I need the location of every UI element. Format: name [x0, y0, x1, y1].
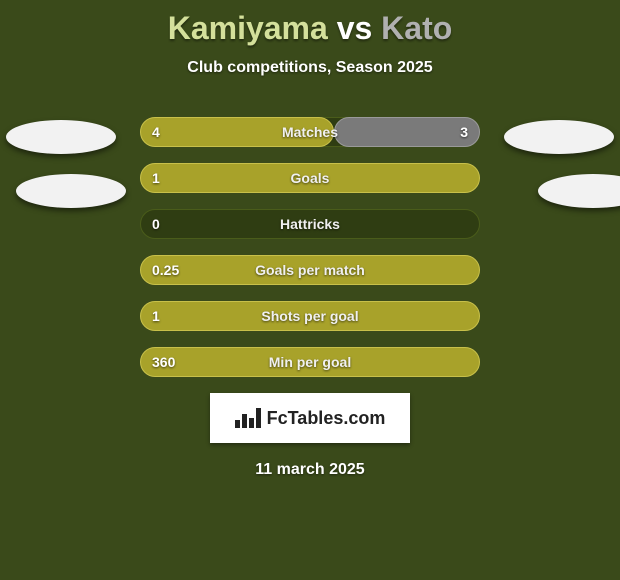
stat-label: Min per goal	[140, 347, 480, 377]
avatar-right-1	[504, 120, 614, 154]
stat-row: 360Min per goal	[140, 347, 480, 377]
stat-label: Matches	[140, 117, 480, 147]
stat-row: 4Matches3	[140, 117, 480, 147]
subtitle: Club competitions, Season 2025	[0, 59, 620, 77]
logo-text: FcTables.com	[267, 408, 386, 429]
stat-label: Hattricks	[140, 209, 480, 239]
title-left: Kamiyama	[168, 10, 328, 46]
stats-container: 4Matches3 1Goals 0Hattricks 0.25Goals per m…	[0, 117, 620, 377]
stat-label: Goals per match	[140, 255, 480, 285]
stat-label: Goals	[140, 163, 480, 193]
date: 11 march 2025	[0, 461, 620, 479]
stat-value-right: 3	[460, 117, 468, 147]
title-right: Kato	[381, 10, 452, 46]
logo: FcTables.com	[210, 393, 410, 443]
avatar-left-2	[16, 174, 126, 208]
avatar-left-1	[6, 120, 116, 154]
stat-row: 1Shots per goal	[140, 301, 480, 331]
stat-row: 1Goals	[140, 163, 480, 193]
stat-row: 0.25Goals per match	[140, 255, 480, 285]
stat-row: 0Hattricks	[140, 209, 480, 239]
barchart-icon	[235, 408, 261, 428]
page-title: Kamiyama vs Kato	[0, 0, 620, 47]
title-mid: vs	[337, 10, 373, 46]
stat-label: Shots per goal	[140, 301, 480, 331]
